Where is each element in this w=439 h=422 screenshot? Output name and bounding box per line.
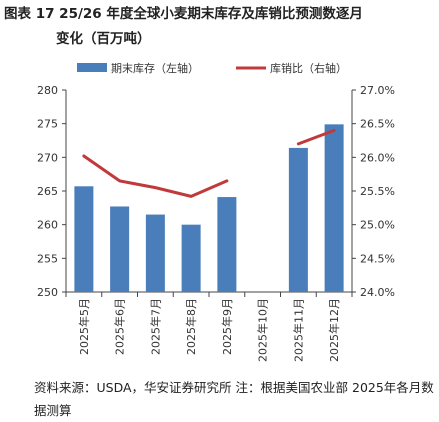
left-tick-label: 255 [37, 252, 58, 265]
x-tick-label: 2025年10月 [256, 298, 270, 362]
x-tick-label: 2025年12月 [327, 298, 341, 362]
source-note: 资料来源：USDA，华安证券研究所 注：根据美国农业部 2025年各月数据测算 [34, 380, 434, 418]
legend-bar-label: 期末库存（左轴） [111, 61, 199, 75]
bar [181, 224, 201, 292]
bar [145, 214, 165, 292]
right-tick-label: 24.0% [360, 286, 395, 299]
left-tick-label: 265 [37, 185, 58, 198]
left-tick-label: 270 [37, 151, 58, 164]
left-tick-label: 275 [37, 118, 58, 131]
x-tick-label: 2025年9月 [220, 298, 234, 355]
bar [110, 206, 130, 292]
bar [217, 197, 237, 292]
bar [288, 147, 308, 292]
line-series [296, 128, 336, 146]
figure-title-line2: 变化（百万吨） [56, 31, 151, 47]
legend-line-label: 库销比（右轴） [270, 61, 347, 75]
right-tick-label: 26.5% [360, 118, 395, 131]
x-tick-label: 2025年11月 [291, 298, 305, 362]
line-series [82, 154, 229, 198]
right-tick-label: 25.0% [360, 219, 395, 232]
right-tick-label: 27.0% [360, 84, 395, 97]
right-tick-label: 26.0% [360, 151, 395, 164]
bar [74, 186, 94, 292]
bar [324, 124, 344, 292]
left-tick-label: 250 [37, 286, 58, 299]
left-tick-label: 280 [37, 84, 58, 97]
figure-title: 图表 17 25/26 年度全球小麦期末库存及库销比预测数逐月 变化（百万吨） [4, 2, 434, 52]
x-tick-label: 2025年7月 [148, 298, 162, 355]
right-tick-label: 25.5% [360, 185, 395, 198]
x-tick-label: 2025年8月 [184, 298, 198, 355]
x-tick-label: 2025年5月 [77, 298, 91, 355]
right-tick-label: 24.5% [360, 252, 395, 265]
left-tick-label: 260 [37, 219, 58, 232]
legend-bar-swatch [77, 63, 107, 72]
x-tick-label: 2025年6月 [113, 298, 127, 355]
figure-title-line1: 图表 17 25/26 年度全球小麦期末库存及库销比预测数逐月 [4, 6, 363, 22]
